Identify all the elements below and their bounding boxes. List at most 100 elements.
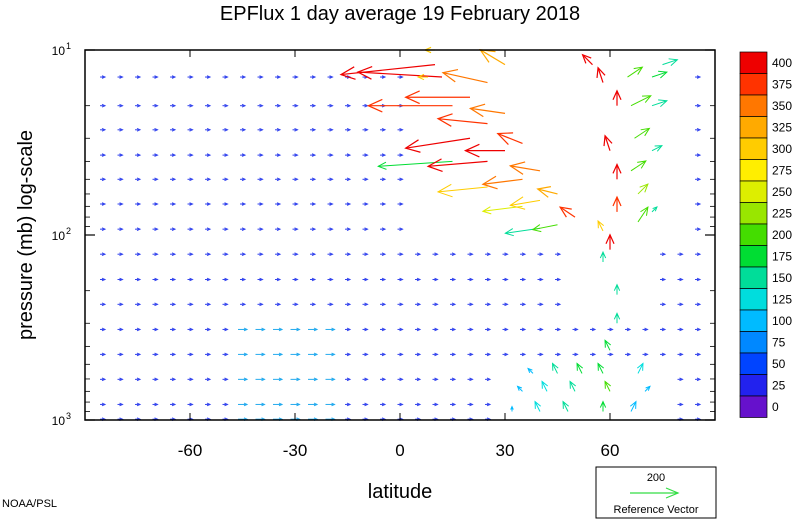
flux-vector (187, 377, 194, 382)
flux-vector (537, 252, 544, 257)
flux-vector (292, 177, 299, 182)
flux-vector (677, 352, 684, 357)
flux-vector (404, 137, 471, 153)
flux-vector (478, 49, 506, 66)
flux-vector (432, 252, 439, 257)
colorbar-swatch (739, 202, 768, 225)
flux-vector (651, 206, 658, 213)
flux-vector (205, 277, 212, 282)
flux-vector (257, 153, 264, 157)
flux-vector (677, 302, 684, 307)
flux-vector (377, 160, 453, 170)
flux-vector (432, 377, 439, 382)
flux-vector (310, 103, 317, 108)
flux-vector (467, 277, 474, 282)
flux-vector (222, 377, 229, 382)
flux-vector (345, 277, 352, 282)
flux-vector (170, 327, 177, 332)
flux-vector (327, 75, 334, 79)
flux-vector (612, 195, 622, 212)
x-tick-label: 30 (496, 441, 515, 460)
flux-vector (625, 327, 632, 332)
flux-vector (238, 377, 249, 382)
colorbar-swatch (739, 288, 768, 311)
flux-vector (572, 352, 579, 357)
flux-vector (187, 327, 194, 332)
flux-vector (325, 327, 336, 332)
flux-vector (508, 161, 541, 175)
flux-vector (292, 127, 299, 132)
flux-vector (152, 127, 159, 132)
flux-vector (257, 75, 264, 79)
flux-vector (205, 227, 212, 231)
flux-vector (695, 302, 702, 307)
flux-vector (325, 377, 336, 382)
flux-vector (555, 252, 562, 257)
colorbar-label: 25 (772, 379, 786, 393)
flux-vector (345, 127, 352, 132)
flux-vector (100, 252, 107, 257)
flux-vector (238, 402, 249, 407)
flux-vector (240, 127, 247, 132)
flux-vector (345, 352, 352, 357)
flux-vector (380, 327, 387, 332)
flux-vector (502, 252, 509, 257)
flux-vector (467, 252, 474, 257)
flux-vector (135, 127, 142, 132)
flux-vector (695, 127, 702, 132)
flux-vector (222, 277, 229, 282)
flux-vector (397, 402, 404, 407)
flux-vector (642, 352, 649, 357)
flux-vector (275, 103, 282, 108)
flux-vector (397, 352, 404, 357)
colorbar-swatch (739, 309, 768, 332)
flux-vector (240, 177, 247, 182)
flux-vector (152, 302, 159, 307)
flux-vector (117, 103, 124, 108)
flux-vector (634, 127, 651, 139)
flux-vector (100, 75, 107, 79)
x-tick-label: 60 (601, 441, 620, 460)
flux-vector (170, 227, 177, 231)
flux-vector (187, 177, 194, 182)
flux-vector (170, 277, 177, 282)
flux-vector (222, 302, 229, 307)
flux-vector (257, 177, 264, 182)
colorbar-label: 275 (772, 164, 792, 178)
flux-vector (187, 402, 194, 407)
flux-vector (240, 153, 247, 157)
flux-vector (240, 302, 247, 307)
flux-vector (467, 327, 474, 332)
colorbar-swatch (739, 374, 768, 397)
flux-vector (380, 127, 387, 132)
flux-vector (222, 252, 229, 257)
flux-vector (555, 327, 562, 332)
flux-vector (257, 252, 264, 257)
x-axis-label: latitude (368, 481, 433, 503)
flux-vector (187, 252, 194, 257)
flux-vector (345, 227, 352, 231)
flux-vector (613, 312, 621, 324)
flux-vector (205, 75, 212, 79)
flux-vector (187, 103, 194, 108)
flux-vector (152, 277, 159, 282)
colorbar-swatch (739, 395, 768, 418)
y-tick-label: 10 (52, 44, 66, 58)
flux-vector (642, 327, 649, 332)
flux-vector (502, 277, 509, 282)
flux-vector (695, 103, 702, 108)
flux-vector (345, 302, 352, 307)
flux-vector (558, 206, 576, 218)
flux-vector (599, 250, 607, 263)
flux-vector (651, 70, 669, 79)
flux-vector (536, 186, 558, 198)
flux-vector (135, 177, 142, 182)
flux-vector (327, 227, 334, 231)
flux-vector (356, 66, 443, 80)
flux-vector (415, 352, 422, 357)
flux-vector (292, 302, 299, 307)
flux-vector (450, 252, 457, 257)
flux-vector (629, 400, 637, 412)
flux-vector (362, 227, 369, 231)
flux-vector (152, 75, 159, 79)
